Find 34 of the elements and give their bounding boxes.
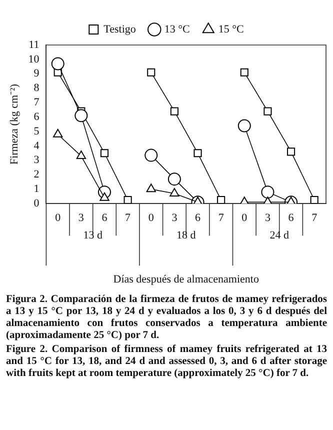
- x-tick-label: 0: [242, 212, 248, 224]
- y-tick-label: 2: [34, 168, 40, 181]
- x-tick-label: 3: [172, 212, 178, 224]
- text: Figura 2. Comparación de la firmeza de frutos de mamey refrigerados a 13 y 15 °C por 13, 18 y 24 d y evaluados a los 0, 3 y 6 d después del almacenamiento con frutos conservados a temperatura ambiente (aproximadamente 25 °C) por 7 d.: [6, 294, 327, 342]
- text: 18 d: [176, 229, 196, 242]
- y-tick-label: 1: [34, 183, 40, 196]
- x-tick-label: 7: [312, 212, 318, 224]
- x-tick-label: 7: [218, 212, 224, 224]
- y-tick-label: 5: [34, 125, 40, 138]
- text: 24 d: [270, 229, 290, 242]
- text: 13 d: [83, 229, 103, 242]
- legend-label: Testigo: [104, 23, 136, 36]
- y-tick-label: 11: [28, 38, 40, 51]
- y-tick-label: 8: [34, 82, 40, 94]
- y-tick-label: 4: [34, 140, 40, 152]
- x-tick-label: 0: [55, 212, 62, 224]
- y-axis-title: Firmeza (kg cm⁻²): [8, 84, 20, 165]
- legend-label: 15 °C: [218, 23, 244, 36]
- y-tick-label: 3: [34, 154, 40, 166]
- y-tick-label: 9: [34, 68, 40, 80]
- y-tick-label: 7: [34, 96, 40, 109]
- y-tick-label: 10: [28, 53, 40, 66]
- x-tick-label: 6: [195, 212, 202, 224]
- y-tick-label: 6: [34, 110, 40, 123]
- y-tick-label: 0: [34, 197, 40, 210]
- legend-label: 13 °C: [164, 23, 190, 36]
- caption: Figure 2. Comparison of firmness of mamey fruits refrigerated at 13 and 15 °C for 13, 18, and 24 d and assessed 0, 3, and 6 d after storage with fruits kept at room temperature (approximately 25 °C) for 7 d.: [6, 344, 327, 380]
- x-tick-label: 6: [102, 212, 108, 224]
- x-tick-label: 7: [125, 212, 132, 224]
- x-tick-label: 6: [288, 212, 294, 224]
- x-tick-label: 0: [148, 212, 154, 224]
- x-axis-title: Días después de almacenamiento: [113, 273, 260, 286]
- x-tick-label: 3: [78, 212, 84, 224]
- x-tick-label: 3: [264, 212, 271, 224]
